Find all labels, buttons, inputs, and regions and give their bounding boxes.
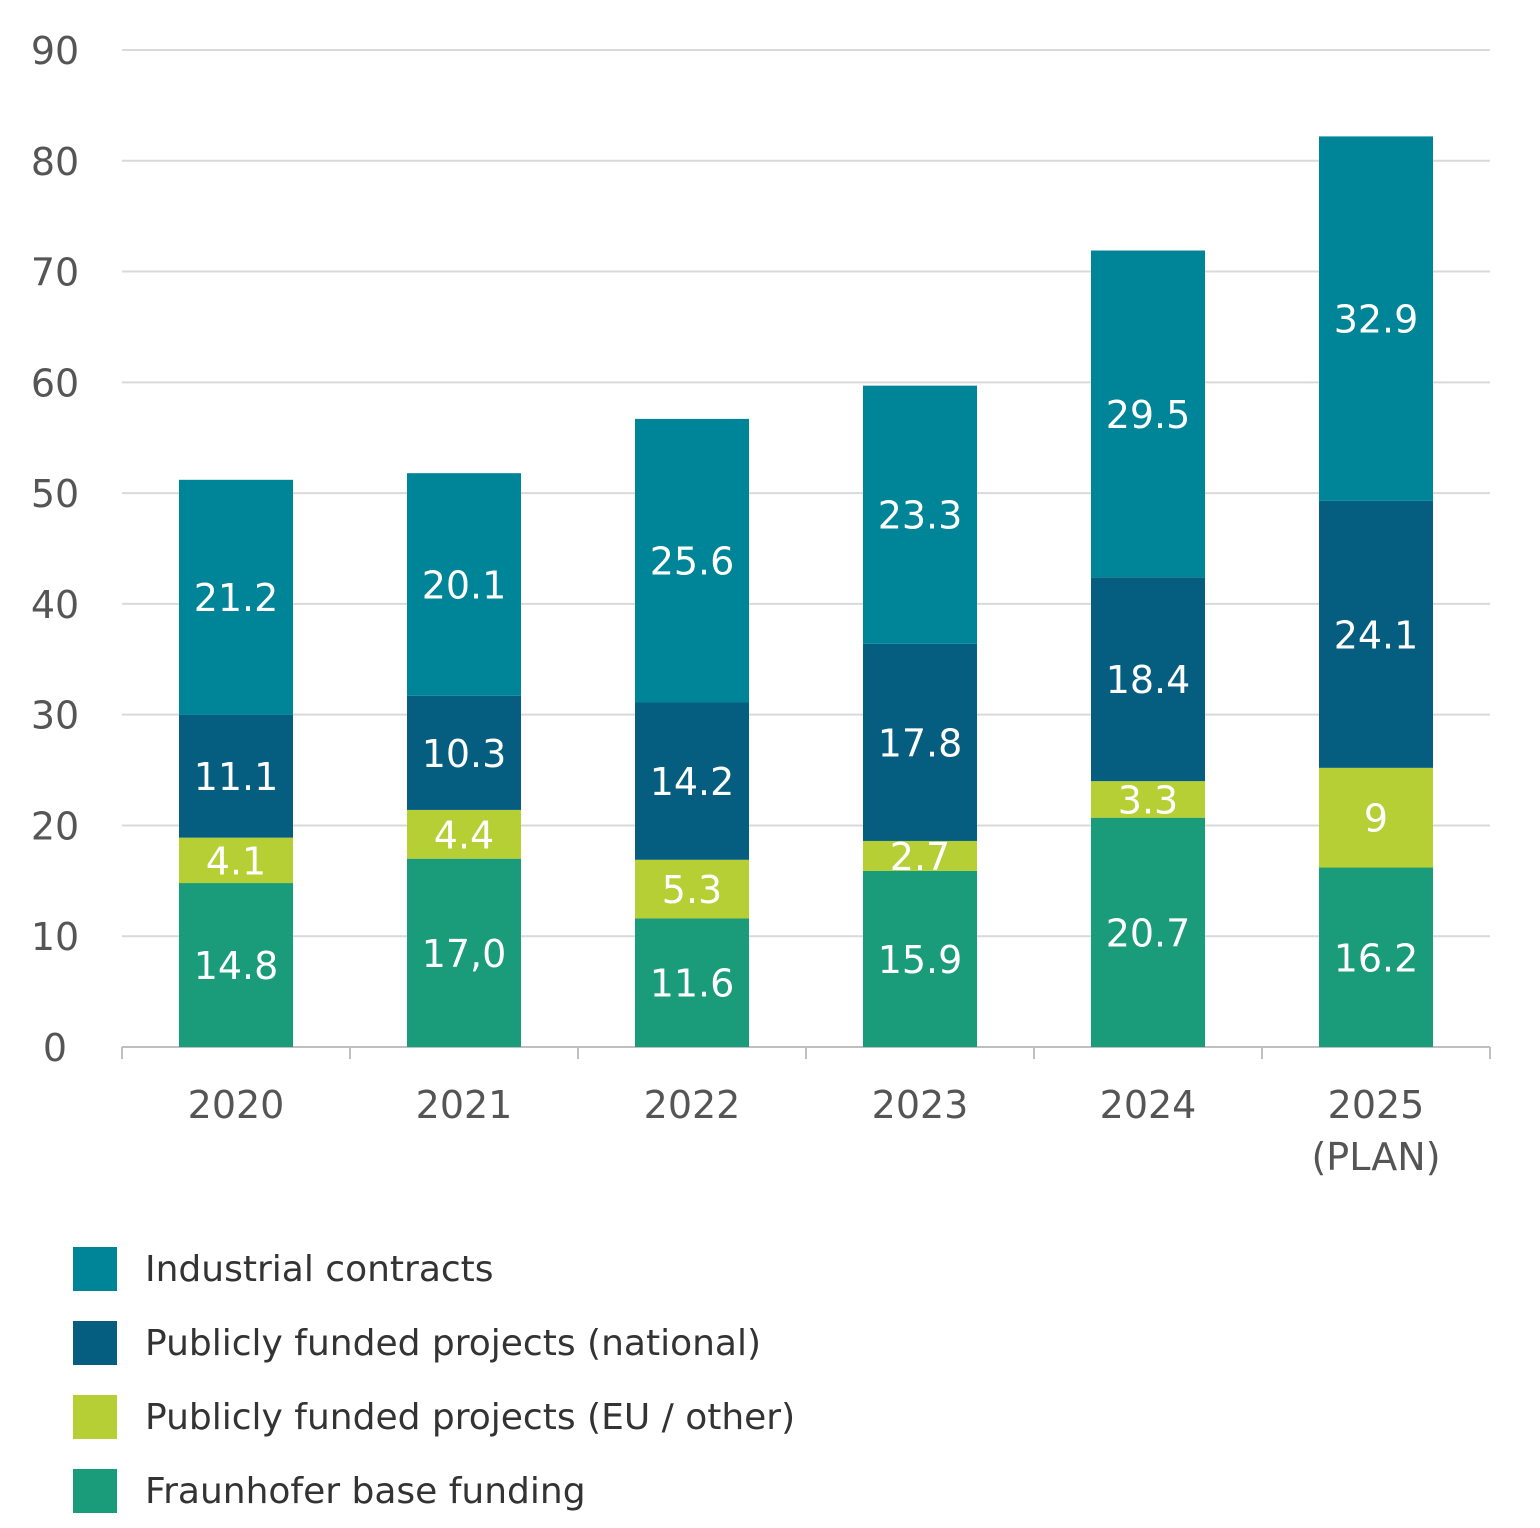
bar-segment — [1319, 767, 1433, 868]
data-label: 4.1 — [206, 839, 266, 883]
data-label: 11.1 — [194, 755, 279, 799]
bar-segment — [1319, 500, 1433, 768]
x-tick-label: 2021 — [416, 1083, 513, 1127]
legend-item-public-national: Publicly funded projects (national) — [73, 1306, 795, 1380]
data-label: 20.1 — [422, 564, 507, 608]
bar-segment — [635, 859, 749, 919]
y-tick-label: 80 — [31, 140, 79, 184]
data-label: 10.3 — [422, 732, 507, 776]
bar-segment — [635, 418, 749, 703]
legend-swatch — [73, 1321, 117, 1365]
legend-item-public-eu-other: Publicly funded projects (EU / other) — [73, 1380, 795, 1454]
data-label: 32.9 — [1334, 298, 1419, 342]
legend-swatch — [73, 1395, 117, 1439]
bar-segment — [1319, 867, 1433, 1047]
bar-segment — [179, 883, 293, 1047]
bar-segment — [635, 702, 749, 860]
data-label: 29.5 — [1106, 393, 1191, 437]
bar-segment — [1091, 250, 1205, 578]
data-label: 21.2 — [194, 576, 279, 620]
data-label: 25.6 — [650, 540, 735, 584]
bar-segment — [1091, 781, 1205, 818]
bar-segment — [863, 385, 977, 644]
bar-segment — [179, 837, 293, 884]
data-label: 5.3 — [662, 868, 722, 912]
data-label: 2.7 — [890, 835, 950, 879]
legend-label: Publicly funded projects (national) — [145, 1322, 762, 1364]
y-tick-label: 0 — [43, 1026, 67, 1070]
y-tick-label: 20 — [31, 804, 79, 848]
legend-label: Publicly funded projects (EU / other) — [145, 1396, 796, 1438]
data-label: 14.2 — [650, 760, 735, 804]
y-tick-label: 50 — [31, 472, 79, 516]
bar-segment — [863, 840, 977, 871]
x-tick-label: 2025 — [1328, 1083, 1425, 1127]
x-tick-label: 2020 — [188, 1083, 285, 1127]
data-label: 16.2 — [1334, 936, 1419, 980]
legend-swatch — [73, 1469, 117, 1513]
bar-segment — [407, 473, 521, 696]
y-tick-label: 30 — [31, 694, 79, 738]
bar-segment — [179, 479, 293, 715]
legend-swatch — [73, 1247, 117, 1291]
data-label: 14.8 — [194, 944, 279, 988]
bar-segment — [1091, 817, 1205, 1047]
legend-item-base-funding: Fraunhofer base funding — [73, 1454, 795, 1528]
y-tick-label: 40 — [31, 583, 79, 627]
y-tick-label: 70 — [31, 251, 79, 295]
bar-segment — [635, 918, 749, 1047]
data-label: 23.3 — [878, 494, 963, 538]
x-tick-label: 2024 — [1100, 1083, 1197, 1127]
data-label: 17,0 — [422, 932, 507, 976]
data-label: 20.7 — [1106, 911, 1191, 955]
bar-segment — [407, 809, 521, 859]
bar-segment — [1319, 136, 1433, 501]
legend-label: Industrial contracts — [145, 1248, 494, 1290]
bar-segment — [407, 695, 521, 810]
legend-label: Fraunhofer base funding — [145, 1470, 586, 1512]
data-label: 17.8 — [878, 721, 963, 765]
bar-segment — [407, 858, 521, 1047]
y-tick-label: 90 — [31, 29, 79, 73]
bar-segment — [179, 714, 293, 838]
bar-segment — [863, 643, 977, 841]
y-tick-label: 10 — [31, 915, 79, 959]
chart-legend: Industrial contracts Publicly funded pro… — [73, 1232, 795, 1528]
data-label: 18.4 — [1106, 658, 1191, 702]
data-label: 24.1 — [1334, 613, 1419, 657]
x-tick-label: 2022 — [644, 1083, 741, 1127]
data-label: 9 — [1364, 797, 1388, 841]
legend-item-industrial-contracts: Industrial contracts — [73, 1232, 795, 1306]
x-tick-label: 2023 — [872, 1083, 969, 1127]
bar-segment — [863, 870, 977, 1047]
data-label: 3.3 — [1118, 778, 1178, 822]
data-label: 15.9 — [878, 938, 963, 982]
bar-segment — [1091, 577, 1205, 782]
y-tick-label: 60 — [31, 361, 79, 405]
data-label: 4.4 — [434, 813, 494, 857]
data-label: 11.6 — [650, 962, 735, 1006]
stacked-bar-chart: 0 10 20 30 40 50 60 70 80 90 14.8 4.1 11.1 21.2 2020 17… — [31, 29, 1491, 1179]
x-tick-label: (PLAN) — [1311, 1135, 1440, 1179]
